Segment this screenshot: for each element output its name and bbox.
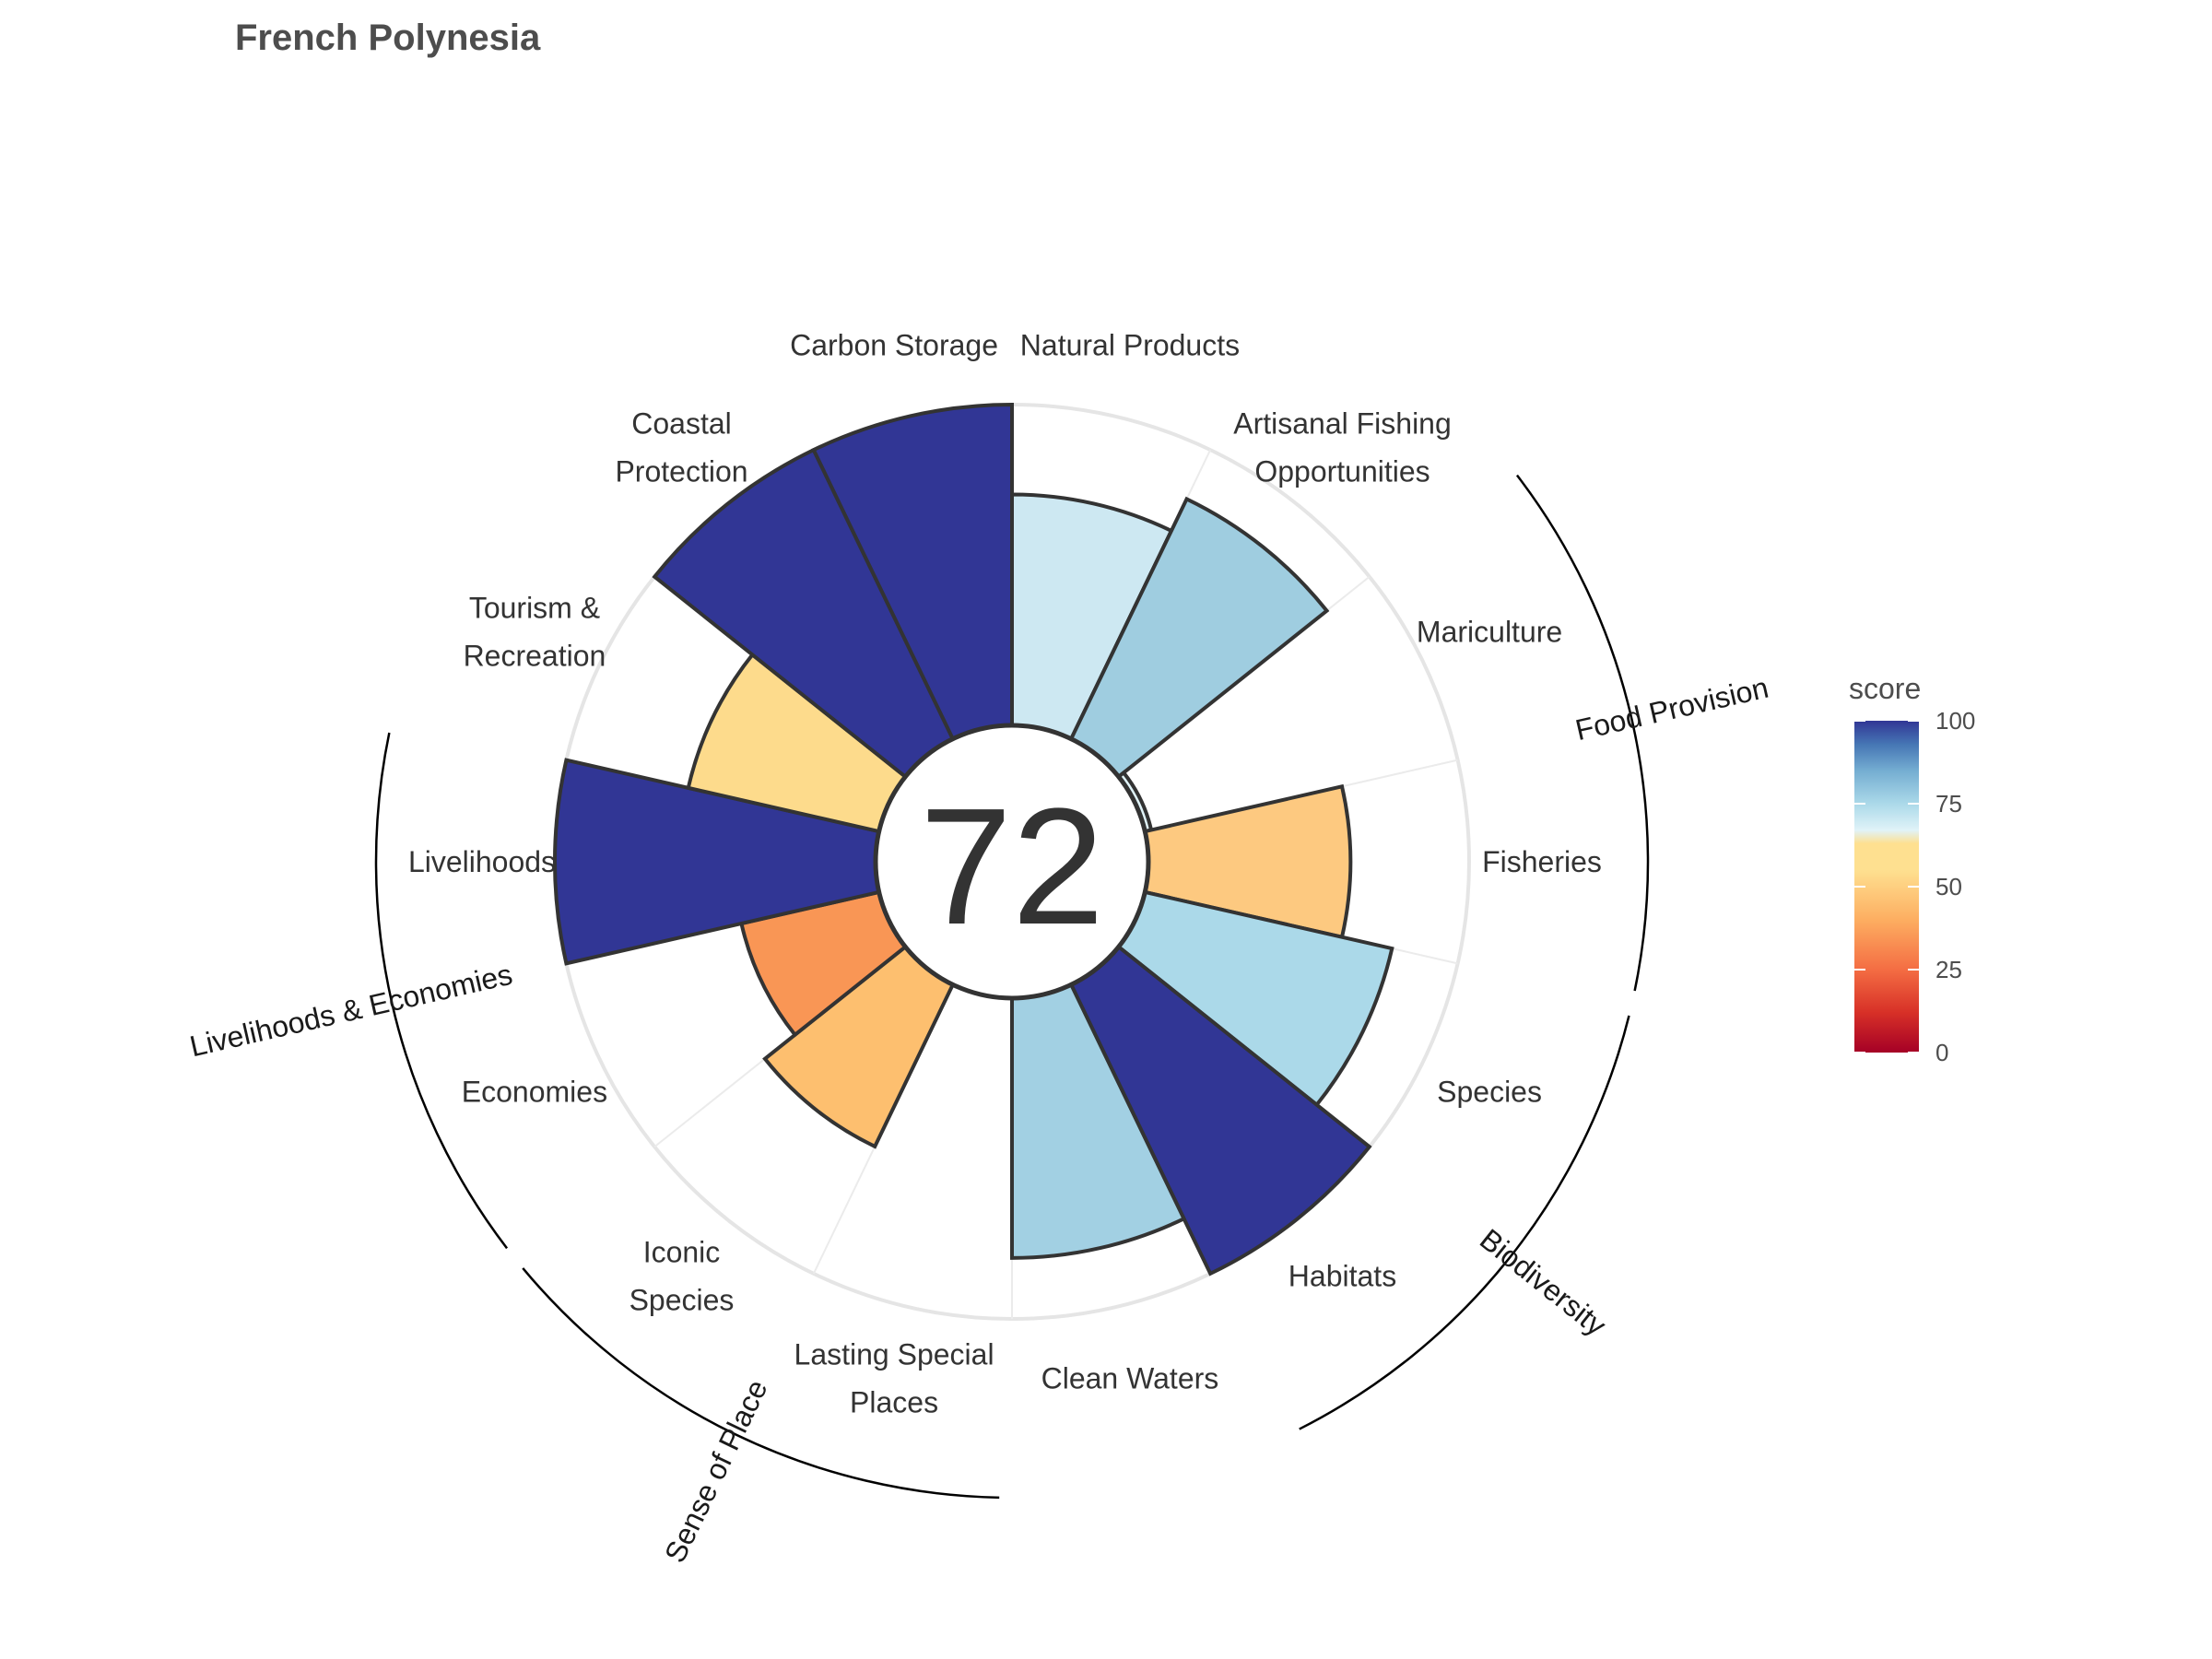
category-label-fisheries: Fisheries	[1482, 845, 1602, 878]
group-label-sense-of-place: Sense of Place	[658, 1374, 774, 1568]
category-label-artisanal-fishing-opportunities: Artisanal Fishing Opportunities	[1233, 406, 1452, 488]
category-label-natural-products: Natural Products	[1020, 328, 1240, 361]
category-label-species: Species	[1437, 1075, 1542, 1108]
category-label-habitats: Habitats	[1288, 1260, 1396, 1293]
legend-tick-label: 75	[1936, 790, 1962, 818]
legend-title: score	[1849, 672, 1921, 705]
group-arc-sense-of-place	[522, 1267, 1000, 1500]
category-label-economies: Economies	[462, 1075, 607, 1108]
category-label-mariculture: Mariculture	[1417, 616, 1562, 649]
background-sector-lasting-special-places	[813, 984, 1012, 1319]
legend-tick-label: 100	[1936, 707, 1975, 735]
legend-ticks: 100 75 50 25 0	[1854, 707, 1975, 1066]
legend-tick-label: 25	[1936, 956, 1962, 983]
group-arc-biodiversity	[1299, 1015, 1630, 1430]
group-label-biodiversity: Biodiversity	[1474, 1222, 1612, 1342]
group-label-food-provision: Food Provision	[1572, 671, 1771, 747]
category-label-tourism-and-recreation: Tourism & Recreation	[464, 592, 606, 673]
category-labels: Natural Products Artisanal Fishing Opportu…	[408, 328, 1602, 1418]
legend: score 100 75 50 25 0	[1849, 672, 1975, 1066]
bars	[553, 402, 1394, 1277]
category-label-carbon-storage: Carbon Storage	[790, 328, 998, 361]
center-score-group: 72	[873, 723, 1151, 1001]
chart-title: French Polynesia	[235, 18, 541, 58]
category-label-clean-waters: Clean Waters	[1041, 1362, 1219, 1395]
group-label-livelihoods-and-economies: Livelihoods & Economies	[187, 958, 516, 1064]
group-arc-livelihoods-and-economies	[374, 732, 509, 1250]
category-label-coastal-protection: Coastal Protection	[615, 406, 747, 488]
overall-score: 72	[920, 774, 1104, 959]
category-label-lasting-special-places: Lasting Special Places	[794, 1338, 994, 1419]
category-label-iconic-species: Iconic Species	[629, 1236, 735, 1317]
legend-tick-label: 0	[1936, 1039, 1948, 1066]
legend-tick-label: 50	[1936, 873, 1962, 900]
category-label-livelihoods: Livelihoods	[408, 845, 556, 878]
group-arc-food-provision	[1515, 474, 1650, 992]
background-sector-mariculture	[1118, 576, 1458, 832]
center-circle	[873, 723, 1151, 1001]
